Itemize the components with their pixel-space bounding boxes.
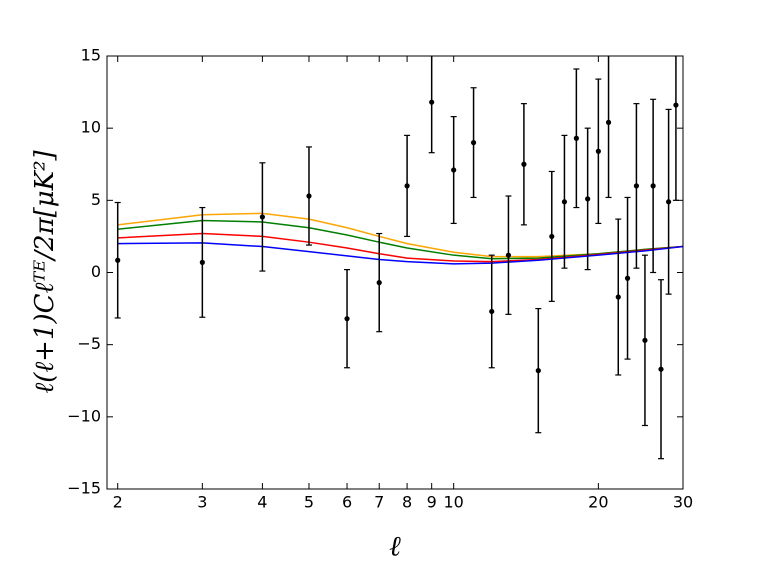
y-tick-label: 15 xyxy=(81,46,101,65)
data-point xyxy=(451,167,457,173)
y-tick-label: 5 xyxy=(91,190,101,209)
x-axis-label: ℓ xyxy=(389,530,401,563)
data-point xyxy=(259,214,265,220)
x-tick-label: 30 xyxy=(673,493,693,512)
y-tick-label: 10 xyxy=(81,118,101,137)
data-point xyxy=(115,257,121,263)
y-tick-label: 0 xyxy=(91,262,101,281)
plot-area xyxy=(114,56,683,460)
x-tick-label: 20 xyxy=(588,493,608,512)
data-point xyxy=(650,183,656,189)
data-point xyxy=(306,193,312,199)
x-tick-label: 2 xyxy=(113,493,123,512)
data-point xyxy=(489,308,495,315)
data-point xyxy=(344,316,350,322)
data-point xyxy=(615,294,621,300)
data-point xyxy=(404,183,410,189)
x-tick-label: 10 xyxy=(443,493,463,512)
data-point xyxy=(605,119,612,125)
y-axis-label: ℓ(ℓ+1)Cℓᵀᴱ/2π[μK²] xyxy=(30,150,60,394)
data-point xyxy=(624,275,631,281)
y-tick-label: −15 xyxy=(67,479,101,498)
data-point xyxy=(633,183,640,189)
x-tick-label: 6 xyxy=(342,493,352,512)
data-point xyxy=(199,259,205,265)
data-point xyxy=(595,148,601,154)
data-point xyxy=(535,368,541,374)
x-tick-label: 8 xyxy=(402,493,412,512)
plot-frame xyxy=(106,55,684,490)
x-tick-label: 4 xyxy=(257,493,267,512)
x-tick-label: 3 xyxy=(197,493,207,512)
data-point xyxy=(585,196,591,202)
data-point xyxy=(505,252,512,258)
data-point xyxy=(376,280,382,286)
y-tick-label: −5 xyxy=(77,334,101,353)
data-point xyxy=(665,199,672,205)
x-tick-label: 5 xyxy=(304,493,314,512)
x-tick-label: 9 xyxy=(427,493,437,512)
y-tick-label: −10 xyxy=(67,406,101,425)
data-point xyxy=(429,99,435,105)
data-point xyxy=(642,337,648,343)
data-point xyxy=(549,233,555,240)
data-point xyxy=(470,140,477,146)
data-point xyxy=(521,161,527,167)
x-tick-label: 7 xyxy=(374,493,384,512)
data-point xyxy=(658,366,664,372)
data-point xyxy=(561,199,568,205)
data-point xyxy=(573,135,579,141)
data-point xyxy=(673,102,679,108)
